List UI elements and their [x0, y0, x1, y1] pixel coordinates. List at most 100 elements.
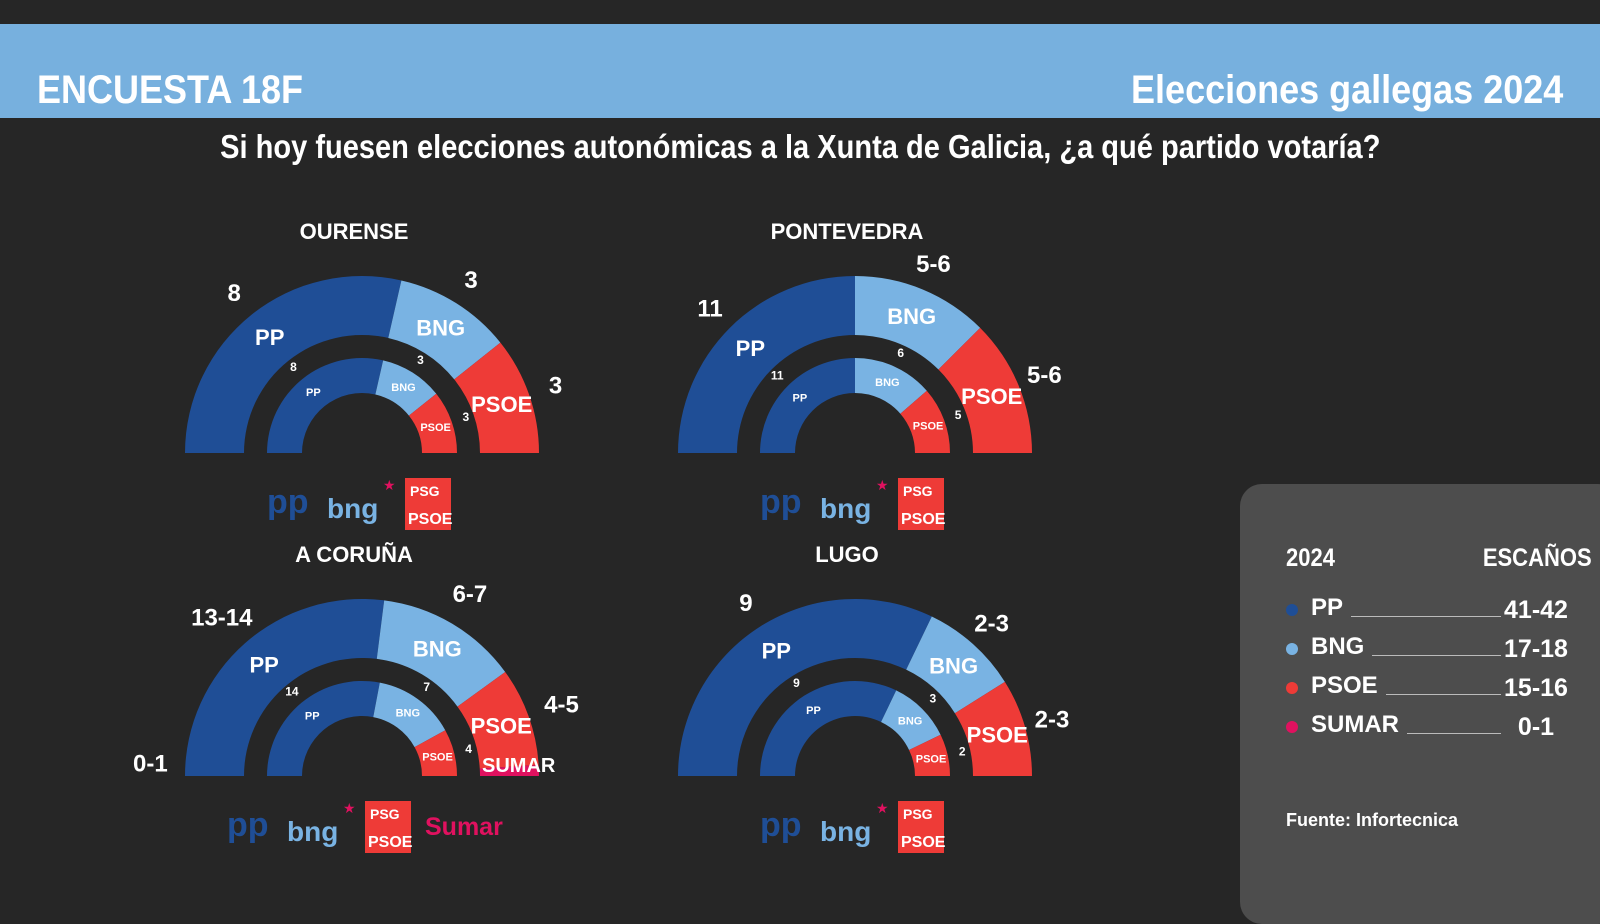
- legend-dot-icon: [1286, 604, 1298, 616]
- poll-seat-value: 5-6: [916, 251, 951, 278]
- previous-seat-value: 6: [897, 346, 904, 360]
- pp-logo: pp: [227, 806, 269, 844]
- previous-party-label: PP: [793, 393, 808, 405]
- poll-party-label: BNG: [416, 315, 465, 340]
- pp-logo: pp: [760, 483, 802, 521]
- previous-segment-pp: [760, 358, 855, 453]
- legend-panel: 2024 ESCAÑOS PP 41-42 BNG 17-18 PSOE 15-…: [1240, 484, 1600, 924]
- source-note: Fuente: Infortecnica: [1286, 810, 1459, 830]
- poll-segment-pp: [678, 276, 855, 453]
- previous-segment-psoe: [909, 734, 950, 776]
- previous-segment-bng: [855, 358, 927, 414]
- legend-seats: 15-16: [1504, 674, 1568, 702]
- psoe-logo-text: PSG: [410, 483, 440, 499]
- election-title: Elecciones gallegas 2024: [1130, 68, 1563, 112]
- previous-segment-pp: [267, 681, 380, 776]
- legend-year: 2024: [1286, 544, 1335, 572]
- previous-segment-bng: [373, 682, 446, 748]
- previous-seat-value: 3: [462, 410, 469, 424]
- previous-party-label: BNG: [396, 708, 420, 720]
- previous-seat-value: 3: [417, 353, 424, 367]
- poll-party-label: PP: [736, 336, 765, 361]
- previous-party-label: BNG: [391, 382, 415, 394]
- previous-seat-value: 9: [793, 676, 800, 690]
- bng-logo: bng: [327, 493, 378, 524]
- bng-logo: bng: [820, 493, 871, 524]
- previous-seat-value: 7: [423, 680, 430, 694]
- poll-seat-value: 2-3: [974, 611, 1009, 638]
- previous-seat-value: 5: [955, 408, 962, 422]
- legend-seats: 0-1: [1517, 713, 1555, 741]
- star-icon: ★: [383, 477, 396, 493]
- poll-seat-value: 2-3: [1035, 707, 1070, 734]
- previous-segment-bng: [881, 690, 941, 750]
- poll-segment-pp: [185, 276, 402, 453]
- poll-segment-psoe: [457, 671, 539, 769]
- legend-party: SUMAR: [1311, 711, 1407, 739]
- legend-row-bng: BNG 17-18: [1286, 633, 1571, 663]
- poll-segment-psoe: [954, 681, 1032, 776]
- poll-seat-value: 3: [464, 267, 477, 294]
- previous-party-label: PSOE: [420, 422, 451, 434]
- leader-line: [1311, 616, 1501, 617]
- previous-party-label: PP: [806, 705, 821, 717]
- poll-segment-bng: [906, 616, 1005, 714]
- poll-seat-value: 4-5: [544, 692, 579, 719]
- poll-seat-value: 6-7: [453, 581, 488, 608]
- legend-dot-icon: [1286, 721, 1298, 733]
- poll-seat-value: 11: [697, 295, 722, 322]
- poll-segment-bng: [376, 600, 506, 707]
- poll-seat-value: 13-14: [191, 604, 253, 631]
- previous-segment-psoe: [408, 393, 457, 453]
- previous-party-label: PP: [305, 711, 320, 723]
- bng-logo: bng: [820, 816, 871, 847]
- previous-party-label: PSOE: [913, 421, 944, 433]
- legend-dot-icon: [1286, 643, 1298, 655]
- star-icon: ★: [876, 800, 889, 816]
- poll-party-label: SUMAR: [482, 755, 556, 777]
- leader-line: [1311, 694, 1501, 695]
- previous-seat-value: 2: [959, 745, 966, 759]
- previous-segment-psoe: [414, 730, 457, 776]
- psoe-logo-box: [405, 478, 451, 530]
- poll-segment-pp: [678, 598, 932, 776]
- legend-row-pp: PP 41-42: [1286, 594, 1571, 624]
- poll-segment-bng: [855, 276, 981, 370]
- previous-seat-value: 11: [771, 368, 784, 382]
- previous-seat-value: 3: [929, 691, 936, 705]
- poll-segment-psoe: [938, 327, 1032, 453]
- previous-party-label: BNG: [898, 716, 922, 728]
- bng-logo: bng: [287, 816, 338, 847]
- psoe-logo-text: PSG: [903, 483, 933, 499]
- survey-title: ENCUESTA 18F: [37, 68, 304, 112]
- legend-seats-header: ESCAÑOS: [1483, 544, 1592, 572]
- legend-party: BNG: [1311, 633, 1373, 661]
- header-band: ENCUESTA 18F Elecciones gallegas 2024: [0, 24, 1600, 118]
- poll-seat-value: 5-6: [1027, 362, 1062, 389]
- poll-seat-value: 8: [228, 280, 241, 307]
- star-icon: ★: [876, 477, 889, 493]
- pp-logo: pp: [760, 806, 802, 844]
- poll-segment-bng: [388, 280, 501, 380]
- previous-segment-pp: [267, 357, 384, 453]
- sumar-logo: Sumar: [425, 813, 503, 841]
- poll-party-label: BNG: [887, 304, 936, 329]
- previous-party-label: PSOE: [422, 751, 453, 763]
- psoe-logo-text: PSOE: [368, 834, 413, 851]
- previous-seat-value: 14: [285, 684, 299, 698]
- previous-party-label: PP: [306, 387, 321, 399]
- chart-title: OURENSE: [300, 219, 409, 244]
- poll-segment-psoe: [454, 342, 539, 453]
- leader-line: [1311, 655, 1501, 656]
- poll-party-label: BNG: [929, 653, 978, 678]
- legend-dot-icon: [1286, 682, 1298, 694]
- previous-segment-psoe: [900, 390, 950, 453]
- chart-title: LUGO: [815, 542, 879, 567]
- poll-party-label: PP: [762, 638, 791, 663]
- poll-party-label: PP: [255, 325, 284, 350]
- poll-segment-sumar: [479, 764, 539, 776]
- previous-segment-pp: [760, 681, 897, 776]
- poll-segment-pp: [185, 599, 385, 776]
- pp-logo: pp: [267, 483, 309, 521]
